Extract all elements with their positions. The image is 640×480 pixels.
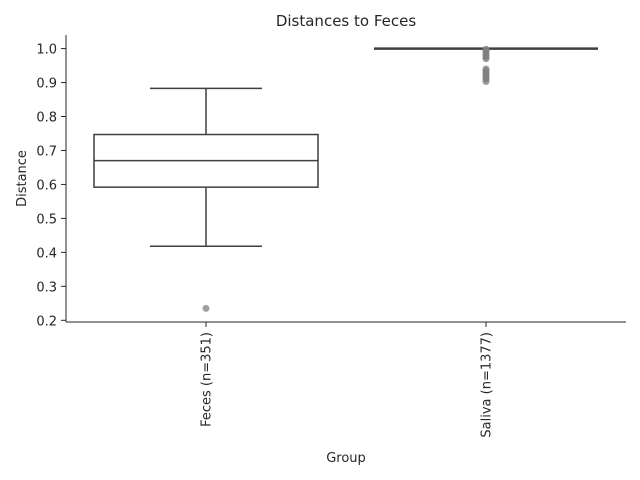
y-axis: 0.2 0.3 0.4 0.5 0.6 0.7 0.8 0.9 1.0 bbox=[36, 43, 66, 329]
y-tick-label: 0.3 bbox=[36, 280, 57, 295]
outlier-point bbox=[482, 45, 490, 53]
y-tick-label: 0.5 bbox=[36, 212, 57, 227]
outlier-point bbox=[202, 304, 210, 312]
x-axis: Feces (n=351) Saliva (n=1377) bbox=[200, 322, 495, 438]
y-tick-label: 0.9 bbox=[36, 77, 57, 92]
outlier-point bbox=[482, 65, 490, 73]
y-tick-label: 0.4 bbox=[36, 246, 57, 261]
y-tick-label: 0.7 bbox=[36, 144, 57, 159]
y-axis-title: Distance bbox=[15, 150, 30, 207]
y-tick-label: 0.6 bbox=[36, 178, 57, 193]
x-tick-label: Saliva (n=1377) bbox=[480, 332, 495, 438]
chart-title: Distances to Feces bbox=[276, 12, 417, 30]
box-group bbox=[374, 45, 598, 86]
x-axis-title: Group bbox=[326, 451, 366, 466]
x-tick-label: Feces (n=351) bbox=[200, 332, 215, 427]
y-tick-label: 0.8 bbox=[36, 111, 57, 126]
y-tick-label: 1.0 bbox=[36, 43, 57, 58]
y-tick-label: 0.2 bbox=[36, 314, 57, 329]
box-group bbox=[93, 87, 319, 312]
plot-area bbox=[93, 45, 598, 312]
